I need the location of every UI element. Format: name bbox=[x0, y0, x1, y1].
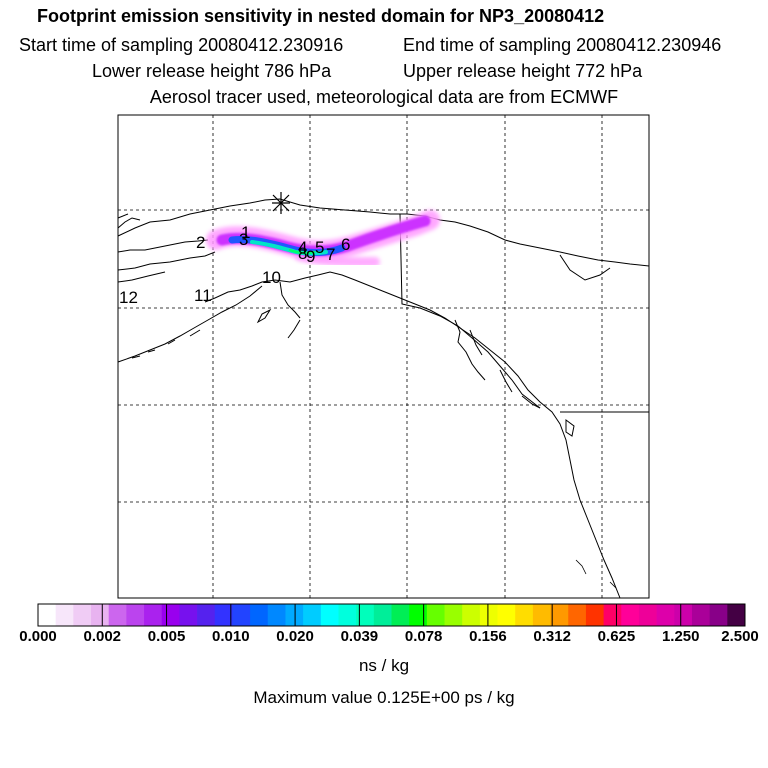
coastlines bbox=[117, 198, 650, 599]
colorbar-swatch bbox=[197, 604, 216, 626]
colorbar-swatch bbox=[267, 604, 286, 626]
colorbar bbox=[37, 603, 746, 627]
colorbar-swatch bbox=[409, 604, 428, 626]
graticule bbox=[118, 115, 649, 598]
colorbar-tick-label: 0.312 bbox=[533, 628, 571, 645]
colorbar-swatch bbox=[656, 604, 675, 626]
point-label: 6 bbox=[341, 235, 351, 254]
colorbar-ticks bbox=[37, 604, 746, 626]
colorbar-swatch bbox=[214, 604, 233, 626]
point-label: 7 bbox=[326, 245, 336, 264]
lakes bbox=[575, 559, 617, 589]
map-frame bbox=[117, 114, 650, 599]
colorbar-units: ns / kg bbox=[358, 656, 410, 675]
colorbar-swatch bbox=[426, 604, 445, 626]
colorbar-tick-label: 0.156 bbox=[469, 628, 507, 645]
colorbar-tick-label: 0.002 bbox=[83, 628, 122, 645]
colorbar-swatch bbox=[479, 604, 498, 626]
colorbar-swatch bbox=[108, 604, 127, 626]
colorbar-swatch bbox=[391, 604, 410, 626]
point-label: 9 bbox=[306, 247, 316, 266]
colorbar-swatch bbox=[603, 604, 622, 626]
colorbar-swatch bbox=[568, 604, 587, 626]
colorbar-swatch bbox=[373, 604, 392, 626]
upper-height-label: Upper release height 772 hPa bbox=[403, 61, 643, 81]
colorbar-tick-label: 1.250 bbox=[661, 628, 700, 645]
colorbar-swatch bbox=[38, 604, 57, 626]
borders bbox=[399, 213, 649, 413]
colorbar-swatch bbox=[126, 604, 145, 626]
colorbar-swatch bbox=[338, 604, 357, 626]
colorbar-swatch bbox=[727, 604, 746, 626]
point-label: 3 bbox=[239, 230, 249, 249]
point-label: 2 bbox=[196, 233, 206, 252]
point-label: 4 bbox=[298, 238, 308, 257]
colorbar-swatch bbox=[444, 604, 463, 626]
colorbar-tick-label: 0.005 bbox=[147, 628, 186, 645]
colorbar-tick-label: 0.010 bbox=[212, 628, 250, 645]
colorbar-tick-label: 0.078 bbox=[404, 628, 443, 645]
end-time-label: End time of sampling 20080412.230946 bbox=[403, 35, 722, 55]
colorbar-swatch bbox=[550, 604, 569, 626]
release-point-star bbox=[272, 192, 290, 214]
colorbar-swatch bbox=[356, 604, 375, 626]
colorbar-swatch bbox=[691, 604, 711, 626]
point-label: 12 bbox=[119, 288, 138, 307]
point-label: 11 bbox=[194, 286, 212, 305]
plume-tail-band bbox=[295, 251, 380, 267]
start-time-label: Start time of sampling 20080412.230916 bbox=[19, 35, 344, 55]
colorbar-swatch bbox=[638, 604, 658, 626]
colorbar-swatch bbox=[497, 604, 516, 626]
tracer-info: Aerosol tracer used, meteorological data… bbox=[149, 87, 619, 107]
colorbar-swatch bbox=[179, 604, 198, 626]
colorbar-swatch bbox=[320, 604, 339, 626]
colorbar-swatch bbox=[73, 604, 92, 626]
point-label: 1 bbox=[241, 223, 251, 242]
maximum-value: Maximum value 0.125E+00 ps / kg bbox=[253, 688, 515, 707]
point-label: 8 bbox=[298, 244, 308, 263]
colorbar-swatch bbox=[144, 604, 163, 626]
colorbar-swatch bbox=[232, 604, 251, 626]
point-label: 10 bbox=[262, 268, 281, 287]
colorbar-swatch bbox=[709, 604, 728, 626]
plume-peak-band bbox=[288, 248, 316, 255]
colorbar-swatch bbox=[55, 604, 74, 626]
colorbar-swatch bbox=[303, 604, 322, 626]
colorbar-swatch bbox=[621, 604, 640, 626]
lower-height-label: Lower release height 786 hPa bbox=[92, 61, 332, 81]
colorbar-tick-label: 2.500 bbox=[721, 628, 759, 645]
colorbar-tick-label: 0.625 bbox=[597, 628, 636, 645]
colorbar-swatch bbox=[250, 604, 269, 626]
colorbar-tick-label: 0.000 bbox=[19, 628, 57, 645]
emission-plume bbox=[206, 210, 440, 267]
colorbar-swatch bbox=[91, 604, 110, 626]
colorbar-swatch bbox=[674, 604, 693, 626]
colorbar-swatch bbox=[515, 604, 534, 626]
colorbar-swatch bbox=[585, 604, 604, 626]
colorbar-swatch bbox=[532, 604, 551, 626]
colorbar-swatch bbox=[285, 604, 304, 626]
colorbar-swatch bbox=[161, 604, 180, 626]
colorbar-swatch bbox=[462, 604, 481, 626]
colorbar-tick-label: 0.039 bbox=[340, 628, 379, 645]
colorbar-tick-label: 0.020 bbox=[276, 628, 314, 645]
point-label: 5 bbox=[315, 238, 325, 257]
